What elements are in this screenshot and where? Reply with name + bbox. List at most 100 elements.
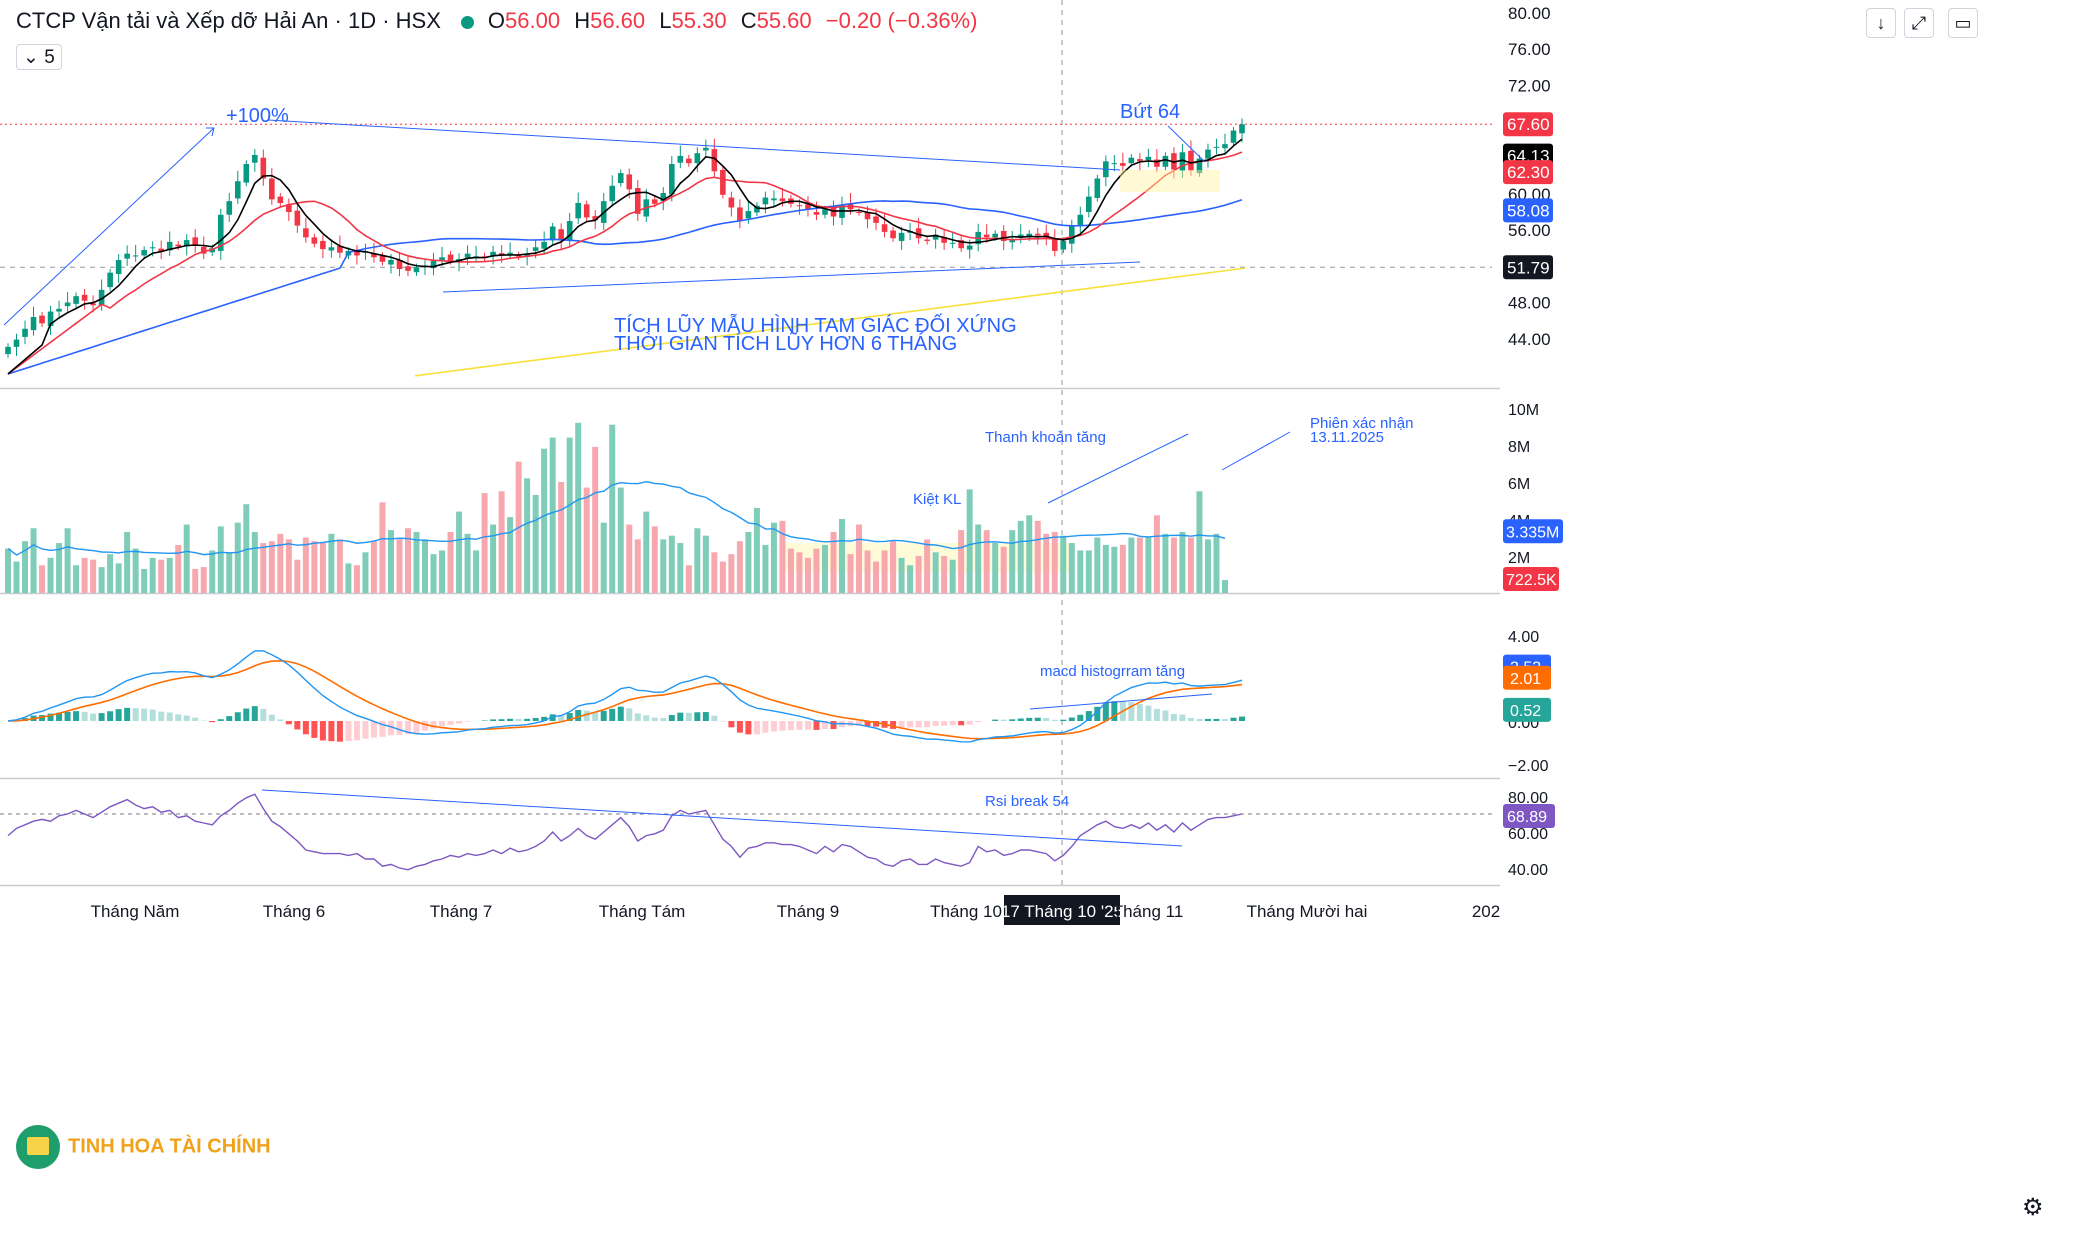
volume-bar bbox=[1187, 537, 1194, 593]
ma-yellow-line bbox=[414, 267, 1246, 377]
maximize-button[interactable]: ▭ bbox=[1948, 8, 1978, 38]
macd-histogram-bar bbox=[1239, 716, 1245, 721]
macd-histogram-bar bbox=[719, 721, 726, 722]
macd-histogram-bar bbox=[98, 713, 105, 721]
candle-body bbox=[686, 158, 692, 164]
candle-body bbox=[1196, 158, 1203, 174]
candle-body bbox=[396, 259, 403, 270]
macd-histogram-bar bbox=[464, 721, 471, 722]
volume-bar bbox=[1128, 537, 1135, 593]
macd-histogram-bar bbox=[1085, 711, 1092, 721]
volume-bar bbox=[98, 567, 105, 593]
candle-body bbox=[932, 234, 939, 240]
trend-arrow-line bbox=[3, 127, 215, 326]
candle-body bbox=[13, 339, 20, 347]
volume-bar bbox=[294, 559, 301, 593]
macd-histogram-bar bbox=[158, 711, 165, 721]
volume-bar bbox=[413, 531, 420, 593]
macd-histogram-bar bbox=[1230, 717, 1237, 721]
candle-body bbox=[549, 226, 556, 241]
volume-bar bbox=[422, 539, 429, 593]
candle-body bbox=[1162, 155, 1169, 167]
volume-bar bbox=[626, 524, 633, 593]
macd-histogram-bar bbox=[804, 721, 811, 730]
macd-histogram-bar bbox=[353, 721, 360, 741]
macd-histogram-bar bbox=[821, 721, 828, 730]
price-tick-label: 56.00 bbox=[1508, 221, 1551, 240]
candle-body bbox=[796, 205, 803, 207]
window-icon: ▭ bbox=[1954, 13, 1972, 33]
macd-line bbox=[7, 650, 1243, 743]
volume-bar bbox=[694, 528, 701, 593]
candle-body bbox=[22, 328, 28, 337]
candle-body bbox=[337, 245, 343, 253]
volume-bar bbox=[30, 528, 37, 593]
macd-histogram-bar bbox=[370, 721, 377, 738]
candle-body bbox=[371, 253, 377, 258]
volume-tick-label: 8M bbox=[1508, 439, 1530, 456]
candle-body bbox=[745, 211, 752, 219]
volume-bar bbox=[1094, 537, 1101, 593]
candle-body bbox=[439, 257, 445, 261]
high-label: H bbox=[574, 8, 591, 33]
volume-bar bbox=[1017, 520, 1024, 593]
volume-bar bbox=[234, 522, 241, 593]
volume-bar bbox=[668, 535, 675, 593]
candle-body bbox=[243, 164, 250, 183]
volume-bar bbox=[1111, 546, 1118, 593]
candle-body bbox=[1060, 240, 1067, 250]
macd-histogram-bar bbox=[64, 711, 71, 721]
volume-bar bbox=[1162, 533, 1169, 593]
macd-histogram-bar bbox=[651, 717, 658, 721]
price-tick-label: 44.00 bbox=[1508, 330, 1551, 349]
macd-histogram-bar bbox=[456, 721, 463, 724]
candle-body bbox=[1137, 159, 1143, 162]
volume-bar bbox=[166, 557, 173, 593]
macd-histogram-bar bbox=[1179, 714, 1186, 721]
candle-body bbox=[1239, 124, 1245, 134]
gear-icon[interactable]: ⚙ bbox=[2022, 1194, 2044, 1221]
macd-histogram-bar bbox=[498, 719, 505, 721]
volume-bar bbox=[1034, 520, 1041, 593]
volume-bar bbox=[1026, 515, 1033, 593]
candle-body bbox=[294, 210, 301, 226]
symbol-title[interactable]: CTCP Vận tải và Xếp dỡ Hải An · 1D · HSX bbox=[16, 8, 441, 33]
interval-toggle[interactable]: ⌄ 5 bbox=[16, 44, 62, 70]
rsi-tick-label: 40.00 bbox=[1508, 862, 1548, 879]
macd-histogram-bar bbox=[260, 708, 267, 721]
volume-bar bbox=[856, 524, 863, 593]
macd-histogram-bar bbox=[677, 712, 684, 721]
candle-body bbox=[941, 237, 947, 243]
volume-tick-label: 2M bbox=[1508, 550, 1530, 567]
macd-histogram-bar bbox=[592, 711, 599, 721]
candle-body bbox=[354, 250, 360, 256]
volume-bar bbox=[821, 544, 828, 593]
candle-body bbox=[609, 185, 616, 202]
candle-body bbox=[617, 173, 624, 184]
candle-body bbox=[320, 240, 326, 250]
macd-histogram-bar bbox=[362, 721, 369, 739]
volume-bar bbox=[387, 530, 394, 593]
volume-bar bbox=[609, 424, 616, 593]
annotation-confirm-date: 13.11.2025 bbox=[1310, 429, 1384, 446]
volume-bar bbox=[456, 511, 463, 593]
volume-bar bbox=[1060, 535, 1067, 593]
volume-bar bbox=[404, 528, 411, 593]
macd-histogram-bar bbox=[379, 721, 386, 737]
annotation-triangle: TÍCH LŨY MẪU HÌNH TAM GIÁC ĐỐI XỨNG bbox=[614, 313, 1017, 337]
volume-bar bbox=[983, 530, 990, 593]
candle-body bbox=[158, 248, 164, 252]
volume-bar bbox=[1213, 533, 1220, 593]
macd-histogram-bar bbox=[396, 721, 403, 735]
candle-body bbox=[703, 147, 709, 151]
candle-body bbox=[805, 204, 811, 210]
price-badge bbox=[1503, 198, 1553, 223]
candle-body bbox=[762, 197, 769, 205]
candle-body bbox=[566, 221, 573, 241]
candle-body bbox=[575, 202, 581, 219]
candle-body bbox=[192, 237, 199, 246]
candle-body bbox=[107, 272, 113, 288]
fullscreen-button[interactable]: ⤢ bbox=[1904, 8, 1934, 38]
download-button[interactable]: ↓ bbox=[1866, 8, 1896, 38]
